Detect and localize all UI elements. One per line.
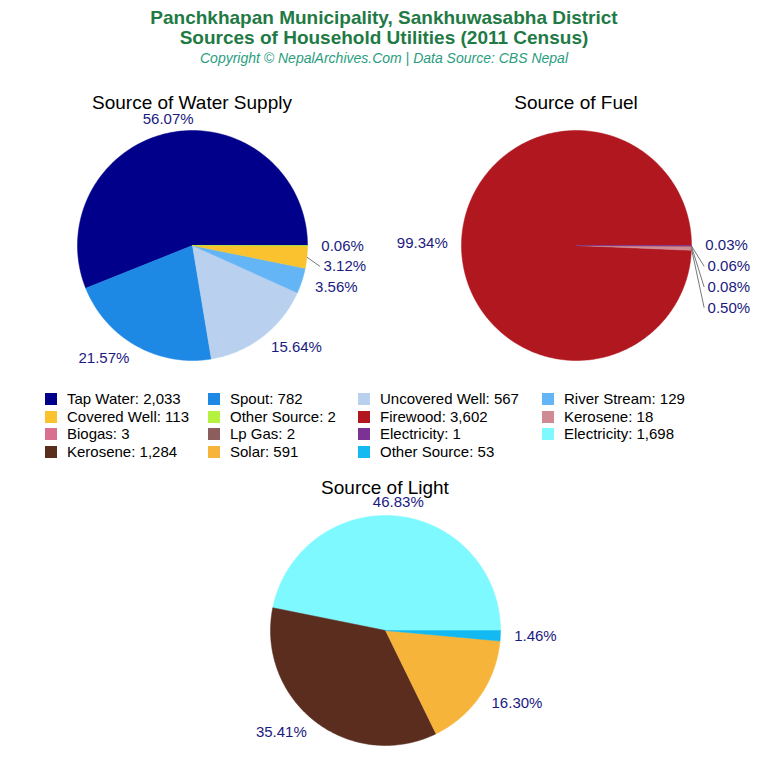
svg-text:99.34%: 99.34% xyxy=(397,234,448,251)
html-text:River Stream: 129: River Stream: 129 xyxy=(564,390,685,407)
html-text:Panchkhapan Municipality, Sank: Panchkhapan Municipality, Sankhuwasabha … xyxy=(150,7,618,28)
html-text:Lp Gas: 2: Lp Gas: 2 xyxy=(230,425,295,442)
svg-text:21.57%: 21.57% xyxy=(78,349,129,366)
html-text:Uncovered Well: 567: Uncovered Well: 567 xyxy=(380,390,519,407)
html-text:Biogas: 3: Biogas: 3 xyxy=(67,425,130,442)
html-text:Source of Water Supply: Source of Water Supply xyxy=(92,92,292,113)
svg-text:0.06%: 0.06% xyxy=(321,237,364,254)
html-text:Other Source: 2: Other Source: 2 xyxy=(230,407,336,425)
svg-text:0.06%: 0.06% xyxy=(708,257,751,274)
svg-text:1.46%: 1.46% xyxy=(514,627,557,644)
html-text:Source of Fuel: Source of Fuel xyxy=(514,92,638,113)
html-text:Electricity: 1,698: Electricity: 1,698 xyxy=(564,425,674,442)
html-text:Source of Light: Source of Light xyxy=(321,477,449,498)
html-text:Kerosene: 1,284: Kerosene: 1,284 xyxy=(67,442,178,460)
svg-text:0.03%: 0.03% xyxy=(705,236,748,253)
html-text:Spout: 782: Spout: 782 xyxy=(230,390,303,407)
html-text:Electricity: 1: Electricity: 1 xyxy=(380,425,461,442)
svg-text:0.50%: 0.50% xyxy=(708,299,751,316)
svg-text:16.30%: 16.30% xyxy=(492,694,543,711)
html-text:Other Source: 53: Other Source: 53 xyxy=(380,442,495,460)
svg-text:0.08%: 0.08% xyxy=(708,278,751,295)
html-text:Copyright © NepalArchives.Com: Copyright © NepalArchives.Com | Data Sou… xyxy=(200,50,568,66)
html-text:Firewood: 3,602: Firewood: 3,602 xyxy=(380,407,488,425)
html-text:Kerosene: 18: Kerosene: 18 xyxy=(564,407,654,425)
svg-text:3.56%: 3.56% xyxy=(315,278,358,295)
svg-text:15.64%: 15.64% xyxy=(271,338,322,355)
svg-text:56.07%: 56.07% xyxy=(143,110,194,127)
svg-text:35.41%: 35.41% xyxy=(256,723,307,740)
html-text:Covered Well: 113: Covered Well: 113 xyxy=(67,407,189,425)
html-text:Solar: 591: Solar: 591 xyxy=(230,442,299,460)
html-text:Sources of Household Utilities: Sources of Household Utilities (2011 Cen… xyxy=(179,27,589,48)
html-text:Tap Water: 2,033: Tap Water: 2,033 xyxy=(67,390,181,407)
svg-text:46.83%: 46.83% xyxy=(373,493,424,510)
svg-text:3.12%: 3.12% xyxy=(324,257,367,274)
